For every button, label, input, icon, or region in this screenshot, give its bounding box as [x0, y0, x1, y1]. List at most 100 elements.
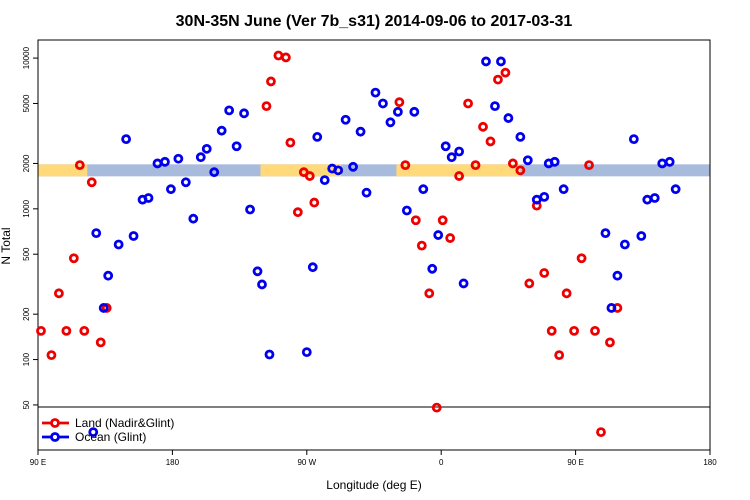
- data-point: [86, 177, 97, 188]
- data-point: [569, 325, 580, 336]
- band-land: [396, 164, 521, 177]
- data-point: [103, 270, 114, 281]
- data-point: [584, 160, 594, 171]
- data-point: [266, 76, 276, 87]
- x-tick-label: 180: [703, 458, 717, 467]
- y-axis: 50 100 200 500 1000 2000 5000 10000: [22, 46, 38, 409]
- x-axis-label: Longitude (deg E): [326, 478, 421, 492]
- y-tick-label: 200: [22, 307, 31, 321]
- data-point: [440, 141, 451, 152]
- data-point: [160, 156, 170, 167]
- data-point: [524, 278, 535, 289]
- y-tick-label: 2000: [22, 154, 31, 172]
- data-points: [36, 50, 681, 438]
- data-point: [128, 231, 139, 241]
- data-point: [309, 197, 320, 208]
- data-point: [224, 105, 235, 116]
- data-point: [478, 121, 488, 132]
- data-point: [301, 347, 312, 358]
- data-point: [628, 134, 639, 145]
- data-point: [333, 165, 344, 176]
- data-point: [496, 56, 506, 67]
- data-point: [239, 108, 249, 119]
- data-point: [113, 239, 124, 250]
- data-point: [400, 160, 411, 171]
- legend-marker: [50, 418, 60, 428]
- data-point: [61, 325, 72, 336]
- data-point: [657, 158, 668, 169]
- data-point: [418, 184, 429, 195]
- data-point: [231, 141, 242, 152]
- data-point: [558, 184, 569, 195]
- x-tick-label: 90 E: [30, 458, 46, 467]
- data-point: [522, 155, 533, 166]
- data-point: [500, 67, 511, 78]
- data-point: [409, 106, 420, 117]
- data-point: [539, 191, 550, 202]
- y-tick-label: 50: [22, 400, 31, 409]
- data-point: [454, 146, 465, 157]
- x-axis: 90 E 180 90 W 0 90 E 180: [30, 450, 717, 467]
- data-point: [539, 268, 550, 278]
- chart-title: 30N-35N June (Ver 7b_s31) 2014-09-06 to …: [176, 13, 573, 30]
- data-point: [503, 113, 514, 123]
- data-point: [470, 160, 481, 171]
- data-point: [554, 350, 565, 361]
- data-point: [307, 262, 318, 273]
- data-point: [304, 171, 315, 181]
- legend: Land (Nadir&Glint)Ocean (Glint): [42, 416, 174, 444]
- data-point: [458, 278, 469, 289]
- data-point: [410, 215, 421, 226]
- x-tick-label: 90 W: [297, 458, 316, 467]
- data-point: [245, 204, 255, 215]
- data-point: [493, 74, 503, 85]
- data-point: [454, 171, 465, 181]
- data-point: [485, 136, 496, 147]
- x-tick-label: 0: [439, 458, 444, 467]
- data-point: [463, 98, 473, 109]
- data-point: [600, 228, 611, 239]
- data-point: [431, 402, 442, 413]
- plot-frame: [37, 39, 711, 451]
- data-point: [437, 215, 448, 226]
- data-point: [481, 56, 491, 67]
- data-point: [261, 101, 272, 112]
- data-point: [252, 266, 263, 277]
- data-point: [507, 158, 518, 169]
- data-point: [606, 303, 617, 313]
- data-point: [143, 193, 154, 203]
- data-point: [427, 263, 438, 274]
- data-point: [590, 325, 600, 336]
- data-point: [54, 288, 64, 299]
- data-point: [46, 350, 57, 361]
- y-axis-label: N Total: [0, 227, 13, 264]
- legend-marker: [50, 432, 60, 442]
- data-point: [264, 349, 275, 360]
- data-point: [312, 132, 323, 142]
- x-tick-label: 180: [166, 458, 180, 467]
- legend-label: Land (Nadir&Glint): [75, 416, 174, 430]
- data-point: [401, 205, 412, 216]
- data-point: [340, 114, 351, 125]
- data-point: [201, 143, 212, 154]
- data-point: [209, 167, 220, 178]
- data-point: [370, 87, 381, 98]
- data-point: [91, 228, 102, 239]
- data-point: [319, 175, 330, 186]
- data-point: [670, 184, 681, 195]
- data-point: [180, 177, 191, 188]
- data-point: [394, 97, 405, 108]
- data-point: [649, 193, 660, 203]
- data-point: [166, 184, 176, 195]
- data-point: [88, 427, 99, 438]
- data-point: [257, 279, 267, 290]
- data-point: [424, 288, 435, 299]
- data-point: [561, 288, 572, 299]
- y-tick-label: 500: [22, 247, 31, 261]
- data-point: [664, 156, 675, 167]
- data-point: [433, 230, 444, 240]
- data-point: [515, 165, 526, 176]
- data-point: [605, 337, 615, 348]
- y-tick-label: 5000: [22, 94, 31, 112]
- data-point: [612, 270, 623, 281]
